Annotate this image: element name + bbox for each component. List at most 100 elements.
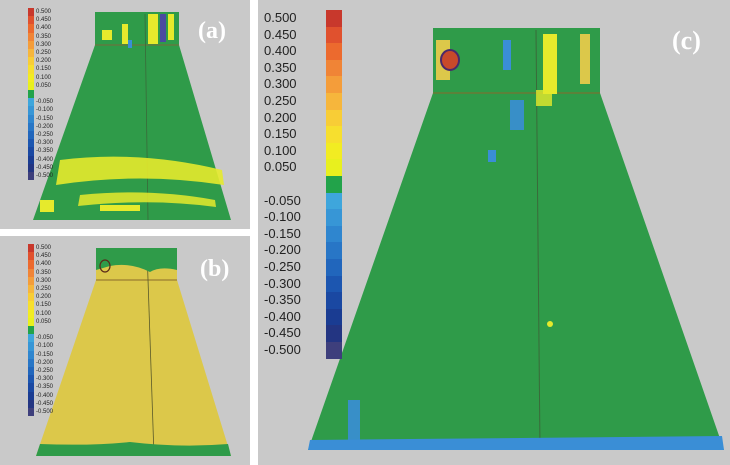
panel-b-scale-tick-label: -0.150 [36,351,54,358]
panel-b-scale-tick-label: 0.250 [36,286,52,292]
panel-b-scale-swatch [28,260,34,269]
panel-c-scale-swatch [326,308,342,326]
panel-b-scale-swatch [28,268,34,277]
panel-b-scale-tick-label: -0.450 [36,400,54,407]
panel-b-scale-tick-label: -0.100 [36,343,54,350]
panel-c-scale-tick-label: -0.150 [264,225,301,241]
panel-c-scale-tick-label: 0.150 [264,126,297,142]
panel-a-scale-tick-label: -0.250 [36,132,54,138]
panel-c-scale-swatch [326,325,342,342]
panel-c-scale-tick-label: -0.400 [264,308,301,324]
panel-c-scale-swatch [326,342,342,359]
panel-c-scale-tick-label: -0.300 [264,275,301,291]
panel-b-scale-tick-label: 0.150 [36,302,52,309]
panel-a-scale-swatch [28,40,34,49]
panel-a-scale-swatch [28,98,34,107]
panel-a-scale-swatch [28,139,34,148]
panel-b-scale-tick-label: 0.050 [36,318,52,325]
panel-a-scale-tick-label: -0.450 [36,164,54,171]
panel-c-scale-tick-label: 0.350 [264,59,297,75]
panel-a-scale-swatch [28,73,34,82]
panel-b-scale-swatch [28,367,34,376]
panel-b-scale-tick-label: -0.050 [36,335,54,342]
panel-b-label: (b) [200,256,230,282]
panel-c-scale-tick-label: 0.200 [264,109,297,125]
panel-c-color-scale: 0.500 0.450 0.400 0.350 0.300 0.250 0.200 0.150… [264,10,348,360]
panel-a-scale-tick-label: 0.300 [36,41,52,48]
panel-c-scale-swatch [326,26,342,44]
panel-b-cone [36,248,231,457]
panel-c-scale-tick-label: 0.100 [264,142,297,158]
panel-a-scale-swatch [28,65,34,74]
panel-b-scale-swatch [28,399,34,408]
panel-b-scale-swatch [28,285,34,294]
panel-a-scale-tick-label: 0.200 [36,58,52,65]
panel-b-scale-swatch [28,383,34,392]
panel-a-scale-tick-label: 0.150 [36,66,52,73]
panel-a-scale-swatch [28,81,34,90]
panel-a-scale-tick-label: -0.300 [36,140,54,147]
panel-b-scale-swatch [28,293,34,302]
panel-a-scale-tick-label: 0.450 [36,17,52,24]
panel-c-scale-swatch [326,242,342,259]
panel-a-scale-tick-label: 0.500 [36,9,52,15]
panel-b-scale-swatch [28,408,34,417]
panel-c-scale-swatch [326,109,342,127]
panel-c-scale-tick-label: 0.050 [264,159,297,175]
panel-a-label: (a) [198,18,226,44]
panel-b-scale-swatch [28,244,34,253]
panel-c-scale-swatch [326,259,342,276]
panel-c-cone [308,28,724,451]
panel-c-scale-swatch [326,192,342,210]
panel-a-scale-tick-label: -0.400 [36,156,54,163]
panel-b-scale-tick-label: -0.350 [36,384,54,391]
panel-b-scale-tick-label: 0.500 [36,245,52,251]
panel-c-scale-swatch [326,275,342,293]
panel-b-scale-tick-label: -0.250 [36,368,54,374]
panel-c-scale-tick-label: 0.450 [264,26,297,42]
panel-a-scale-swatch [28,172,34,181]
panel-c-scale-swatch [326,142,342,160]
panel-a-scale-swatch [28,155,34,164]
panel-a-scale-swatch [28,114,34,123]
panel-c-scale-swatch [326,292,342,309]
panel-c-scale-swatch [326,10,342,27]
panel-b-scale-swatch [28,317,34,326]
panel-a-scale-tick-label: -0.200 [36,123,54,130]
panel-c-scale-swatch [326,225,342,243]
panel-a-color-scale: 0.500 0.450 0.400 0.350 0.300 0.250 0.200 0.150… [28,8,62,181]
panel-c-scale-tick-label: 0.300 [264,76,297,92]
panel-b-scale-swatch [28,391,34,400]
panel-c-scale-swatch [326,76,342,93]
panel-a-scale-tick-label: -0.350 [36,148,54,155]
panel-a-scale-swatch [28,24,34,33]
panel-c-scale-tick-label: 0.250 [264,93,297,108]
panel-c-scale-swatch [326,59,342,77]
panel-b-scale-swatch [28,342,34,351]
panel-a-scale-swatch [28,122,34,131]
panel-a-scale-swatch [28,32,34,41]
panel-c-scale-tick-label: -0.250 [264,259,301,274]
panel-a-scale-swatch [28,163,34,172]
panel-b-scale-tick-label: -0.500 [36,409,54,415]
panel-a-scale-tick-label: 0.400 [36,25,52,32]
panel-c-scale-swatch [326,93,342,110]
panel-b-scale-swatch [28,326,34,335]
panel-c-scale-tick-label: -0.050 [264,192,301,208]
panel-b-scale-tick-label: 0.350 [36,269,52,276]
panel-b-scale-swatch [28,309,34,318]
panel-c-scale-tick-label: 0.400 [264,43,297,59]
panel-c-scale-tick-label: 0.500 [264,10,297,25]
panel-a-scale-swatch [28,90,34,99]
panel-b-scale-swatch [28,334,34,343]
panel-c-scale-swatch [326,209,342,226]
panel-c-scale-tick-label: -0.500 [264,342,301,357]
panel-a-scale-swatch [28,147,34,156]
panel-b-color-scale: 0.500 0.450 0.400 0.350 0.300 0.250 0.200 0.150… [28,244,62,417]
panel-b-scale-tick-label: 0.100 [36,310,52,317]
panel-a-scale-swatch [28,16,34,25]
panel-b: 0.500 0.450 0.400 0.350 0.300 0.250 0.200 0.150… [0,236,250,465]
panel-a-scale-tick-label: 0.250 [36,50,52,56]
panel-b-scale-tick-label: -0.400 [36,392,54,399]
panel-c-scale-swatch [326,176,342,193]
